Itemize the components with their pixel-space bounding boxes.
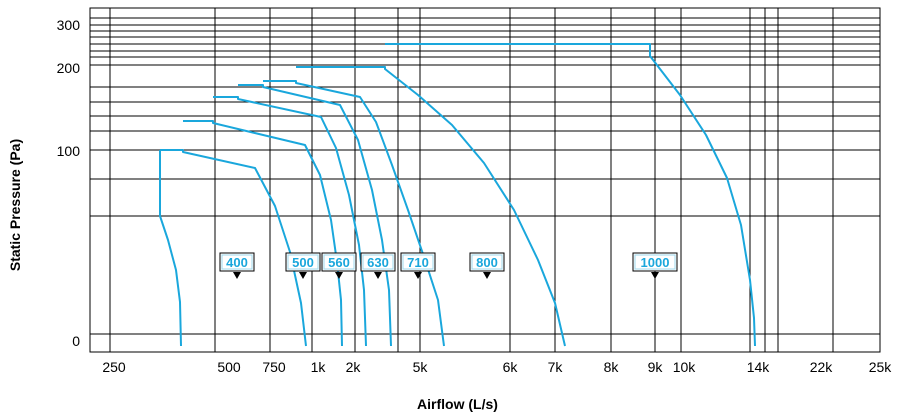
x-tick-label: 6k bbox=[503, 359, 519, 375]
badge-label: 560 bbox=[328, 255, 350, 270]
y-tick-label: 100 bbox=[57, 143, 81, 159]
badge-box bbox=[400, 252, 436, 272]
badge-inner bbox=[323, 254, 355, 270]
badge-box bbox=[219, 252, 255, 272]
badge-pointer bbox=[299, 272, 307, 279]
x-tick-label: 9k bbox=[648, 359, 664, 375]
badge-pointer bbox=[651, 272, 659, 279]
badge-label: 630 bbox=[367, 255, 389, 270]
curve-500 bbox=[183, 120, 343, 347]
curve-400 bbox=[160, 149, 307, 347]
badge-pointer bbox=[233, 272, 241, 279]
x-tick-label: 1k bbox=[311, 359, 327, 375]
badge-500: 500 bbox=[285, 252, 321, 279]
badge-pointer bbox=[483, 272, 491, 279]
curve-800 bbox=[296, 66, 566, 347]
x-tick-label: 25k bbox=[869, 359, 893, 375]
badge-box bbox=[469, 252, 505, 272]
y-tick-label: 0 bbox=[72, 333, 80, 349]
badge-label: 710 bbox=[407, 255, 429, 270]
badge-box bbox=[360, 252, 396, 272]
badge-inner bbox=[221, 254, 253, 270]
x-tick-label: 500 bbox=[217, 359, 241, 375]
badge-630: 630 bbox=[360, 252, 396, 279]
curve-560 bbox=[213, 96, 367, 347]
fan-size-labels: 400 500 560 630 710 800 1000 bbox=[219, 252, 678, 279]
x-tick-label: 22k bbox=[810, 359, 834, 375]
x-tick-label: 10k bbox=[673, 359, 697, 375]
badge-pointer bbox=[374, 272, 382, 279]
x-tick-labels: 250 500 750 1k 2k 5k 6k 7k 8k 9k 10k 14k 22k 25k bbox=[102, 359, 892, 375]
y-axis-label: Static Pressure (Pa) bbox=[7, 138, 23, 272]
x-tick-label: 5k bbox=[413, 359, 429, 375]
y-axis-label-wrap: Static Pressure (Pa) bbox=[2, 120, 28, 290]
badge-label: 800 bbox=[476, 255, 498, 270]
badge-inner bbox=[634, 254, 676, 270]
badge-label: 500 bbox=[292, 255, 314, 270]
badge-box bbox=[321, 252, 357, 272]
badge-1000: 1000 bbox=[632, 252, 678, 279]
badge-label: 400 bbox=[226, 255, 248, 270]
badge-inner bbox=[287, 254, 319, 270]
curve-400-lower bbox=[159, 150, 182, 347]
y-tick-labels: 0 100 200 300 bbox=[57, 17, 81, 349]
x-tick-label: 14k bbox=[747, 359, 771, 375]
badge-label: 1000 bbox=[641, 255, 670, 270]
plot-border bbox=[89, 7, 881, 353]
fan-curves bbox=[159, 43, 756, 347]
curve-1000 bbox=[385, 43, 756, 347]
x-tick-label: 8k bbox=[604, 359, 620, 375]
x-tick-label: 7k bbox=[548, 359, 564, 375]
badge-560: 560 bbox=[321, 252, 357, 279]
badge-710: 710 bbox=[400, 252, 436, 279]
x-tick-label: 250 bbox=[102, 359, 126, 375]
x-tick-label: 750 bbox=[262, 359, 286, 375]
badge-800: 800 bbox=[469, 252, 505, 279]
badge-400: 400 bbox=[219, 252, 255, 279]
x-axis-label: Airflow (L/s) bbox=[417, 396, 498, 412]
badge-pointer bbox=[414, 272, 422, 279]
badge-inner bbox=[471, 254, 503, 270]
x-tick-label: 2k bbox=[346, 359, 362, 375]
grid bbox=[89, 7, 881, 353]
badge-inner bbox=[362, 254, 394, 270]
curve-630 bbox=[238, 84, 392, 347]
y-tick-label: 300 bbox=[57, 17, 81, 33]
badge-box bbox=[632, 252, 678, 272]
curve-710 bbox=[263, 80, 445, 347]
badge-inner bbox=[402, 254, 434, 270]
y-tick-label: 200 bbox=[57, 60, 81, 76]
badge-pointer bbox=[335, 272, 343, 279]
badge-box bbox=[285, 252, 321, 272]
